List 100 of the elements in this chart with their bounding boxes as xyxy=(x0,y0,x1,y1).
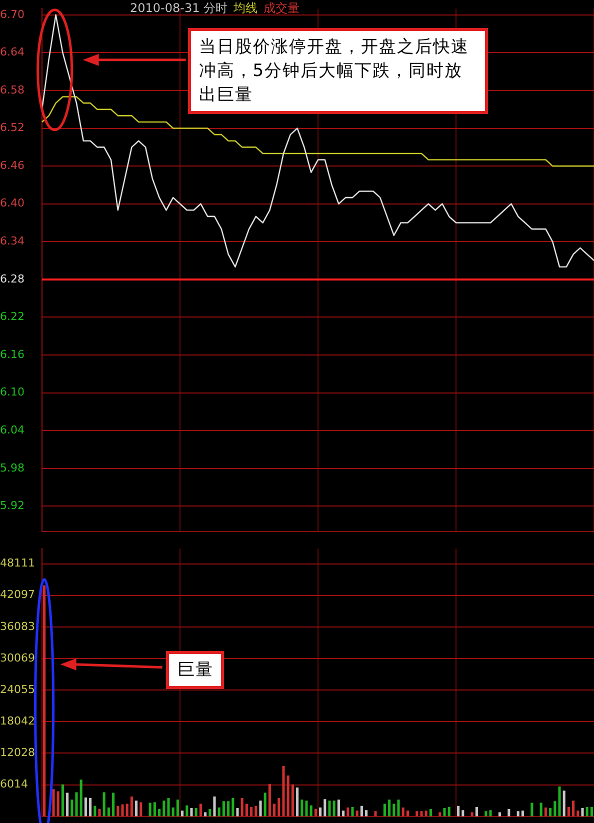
bar xyxy=(300,800,304,816)
bar xyxy=(429,809,432,816)
bar xyxy=(245,804,248,816)
y-tick-label: 6.04 xyxy=(0,423,24,436)
y-tick-label: 6.58 xyxy=(0,83,24,96)
bar xyxy=(194,808,198,816)
bar xyxy=(462,810,464,816)
bar xyxy=(558,786,561,816)
bar xyxy=(84,797,87,816)
bar xyxy=(278,798,280,816)
bar xyxy=(222,801,225,816)
bar xyxy=(43,585,46,816)
bar xyxy=(470,812,474,816)
bar xyxy=(213,796,216,816)
bar xyxy=(153,802,156,816)
bar xyxy=(135,800,138,816)
y-tick-label: 6.16 xyxy=(0,348,24,361)
bar xyxy=(116,806,120,816)
bar xyxy=(484,811,488,816)
bar xyxy=(80,780,82,816)
y-tick-label: 36083 xyxy=(0,620,35,633)
bar xyxy=(112,792,115,816)
bar xyxy=(158,809,161,816)
bar xyxy=(448,806,450,816)
bar xyxy=(282,766,285,816)
annotation: 巨量 xyxy=(166,651,224,690)
bar xyxy=(305,800,308,816)
bar xyxy=(567,806,570,816)
bar xyxy=(232,798,234,816)
bar xyxy=(489,810,492,816)
bar xyxy=(457,806,460,816)
y-tick-label: 48111 xyxy=(0,556,35,570)
bar xyxy=(443,808,446,816)
y-tick-label: 30069 xyxy=(0,651,35,664)
bar xyxy=(540,802,542,816)
bar xyxy=(75,792,78,816)
bar xyxy=(475,806,478,816)
bar xyxy=(107,807,110,816)
bar xyxy=(576,810,580,816)
bar xyxy=(342,810,345,816)
bar xyxy=(508,809,510,816)
text: 成交量 xyxy=(264,1,300,15)
bar xyxy=(264,792,266,816)
y-tick-label: 6.22 xyxy=(0,310,24,324)
bar xyxy=(310,805,312,816)
bar xyxy=(521,810,524,816)
bar xyxy=(227,801,230,816)
bar xyxy=(319,807,322,816)
bar xyxy=(332,800,336,816)
bar xyxy=(186,805,188,816)
bar xyxy=(406,810,409,816)
bar xyxy=(52,789,55,816)
bar xyxy=(286,775,290,816)
bar xyxy=(61,784,64,816)
bar xyxy=(190,808,193,816)
bar xyxy=(126,804,128,816)
bar xyxy=(66,792,69,816)
y-tick-label: 6.46 xyxy=(0,158,24,172)
bar xyxy=(140,802,142,816)
bar xyxy=(102,792,106,816)
bar xyxy=(162,800,166,816)
bar xyxy=(204,812,207,816)
bar xyxy=(420,811,423,816)
bar xyxy=(199,804,202,816)
bar xyxy=(530,802,534,816)
y-tick-label: 6.52 xyxy=(0,121,24,134)
bar xyxy=(356,810,358,816)
y-tick-label: 6.34 xyxy=(0,234,24,248)
bar xyxy=(56,791,60,816)
bar xyxy=(259,800,262,816)
bar xyxy=(424,810,428,816)
y-tick-label: 6.40 xyxy=(0,196,24,210)
bar xyxy=(590,806,593,816)
bar xyxy=(324,799,326,816)
bar xyxy=(148,802,152,816)
bar xyxy=(516,811,520,816)
bar xyxy=(236,808,239,816)
chart-title: 2010-08-31 分时 xyxy=(130,1,228,15)
bar xyxy=(438,812,442,816)
y-tick-label: 5.92 xyxy=(0,499,24,512)
bar xyxy=(337,800,340,816)
bar xyxy=(314,809,317,816)
bar xyxy=(346,807,350,816)
bar xyxy=(562,790,566,816)
y-tick-label: 12028 xyxy=(0,746,35,760)
bar xyxy=(273,804,276,816)
bar xyxy=(296,788,299,816)
bar xyxy=(383,804,386,816)
bar xyxy=(581,808,584,816)
bar xyxy=(167,798,170,816)
y-tick-label: 6.64 xyxy=(0,46,24,59)
bar xyxy=(544,807,547,816)
y-tick-label: 24055 xyxy=(0,682,35,696)
bar xyxy=(70,800,74,816)
bar xyxy=(365,810,368,816)
bar xyxy=(172,807,174,816)
bar xyxy=(388,800,391,816)
bar xyxy=(176,800,179,816)
bar xyxy=(240,798,244,816)
bar xyxy=(374,811,377,816)
